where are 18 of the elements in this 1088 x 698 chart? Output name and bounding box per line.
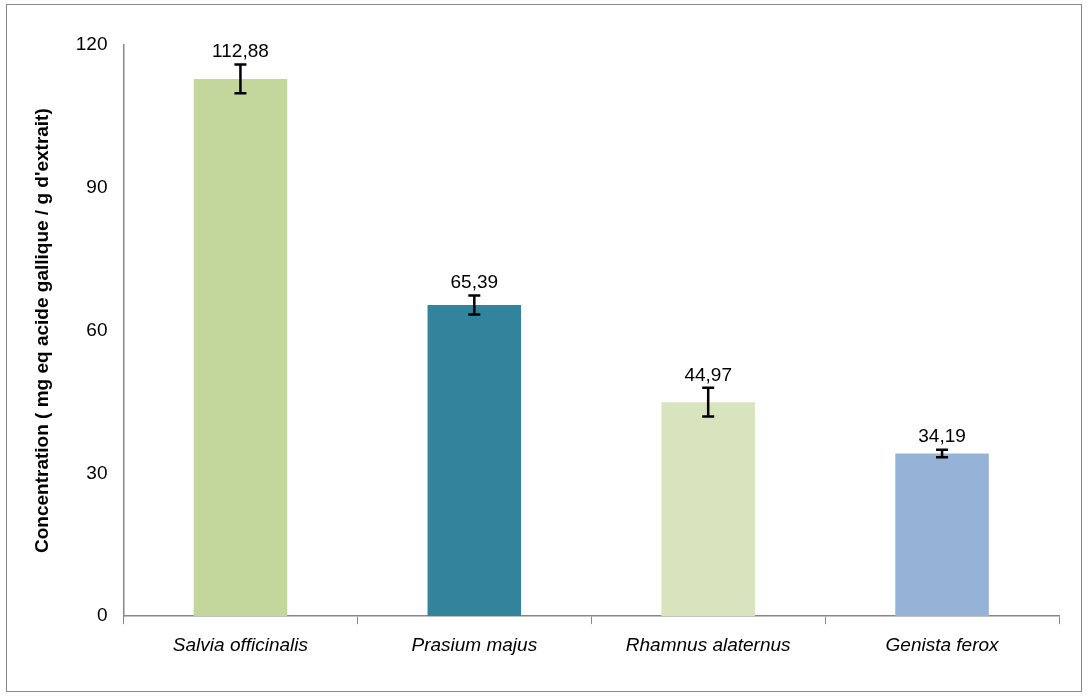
data-label: 34,19 xyxy=(918,425,966,447)
x-tick-label: Genista ferox xyxy=(885,633,1001,655)
bar xyxy=(427,304,522,617)
x-tick-label: Prasium majus xyxy=(411,633,538,655)
bar xyxy=(193,78,288,617)
y-tick-label: 60 xyxy=(86,318,108,340)
y-tick-label: 30 xyxy=(86,461,108,483)
bar xyxy=(661,402,755,617)
data-label: 112,88 xyxy=(212,40,269,62)
x-tick-label: Salvia officinalis xyxy=(172,633,309,655)
x-tick-label: Rhamnus alaternus xyxy=(625,633,792,655)
bar xyxy=(895,453,989,617)
y-axis-title: Concentration ( mg eq acide gallique / g d'extrait) xyxy=(30,108,52,553)
y-tick-label: 0 xyxy=(96,604,108,626)
y-tick-label: 90 xyxy=(86,176,108,198)
data-label: 65,39 xyxy=(450,271,499,293)
y-tick-label: 120 xyxy=(75,33,108,55)
data-label: 44,97 xyxy=(684,363,732,385)
